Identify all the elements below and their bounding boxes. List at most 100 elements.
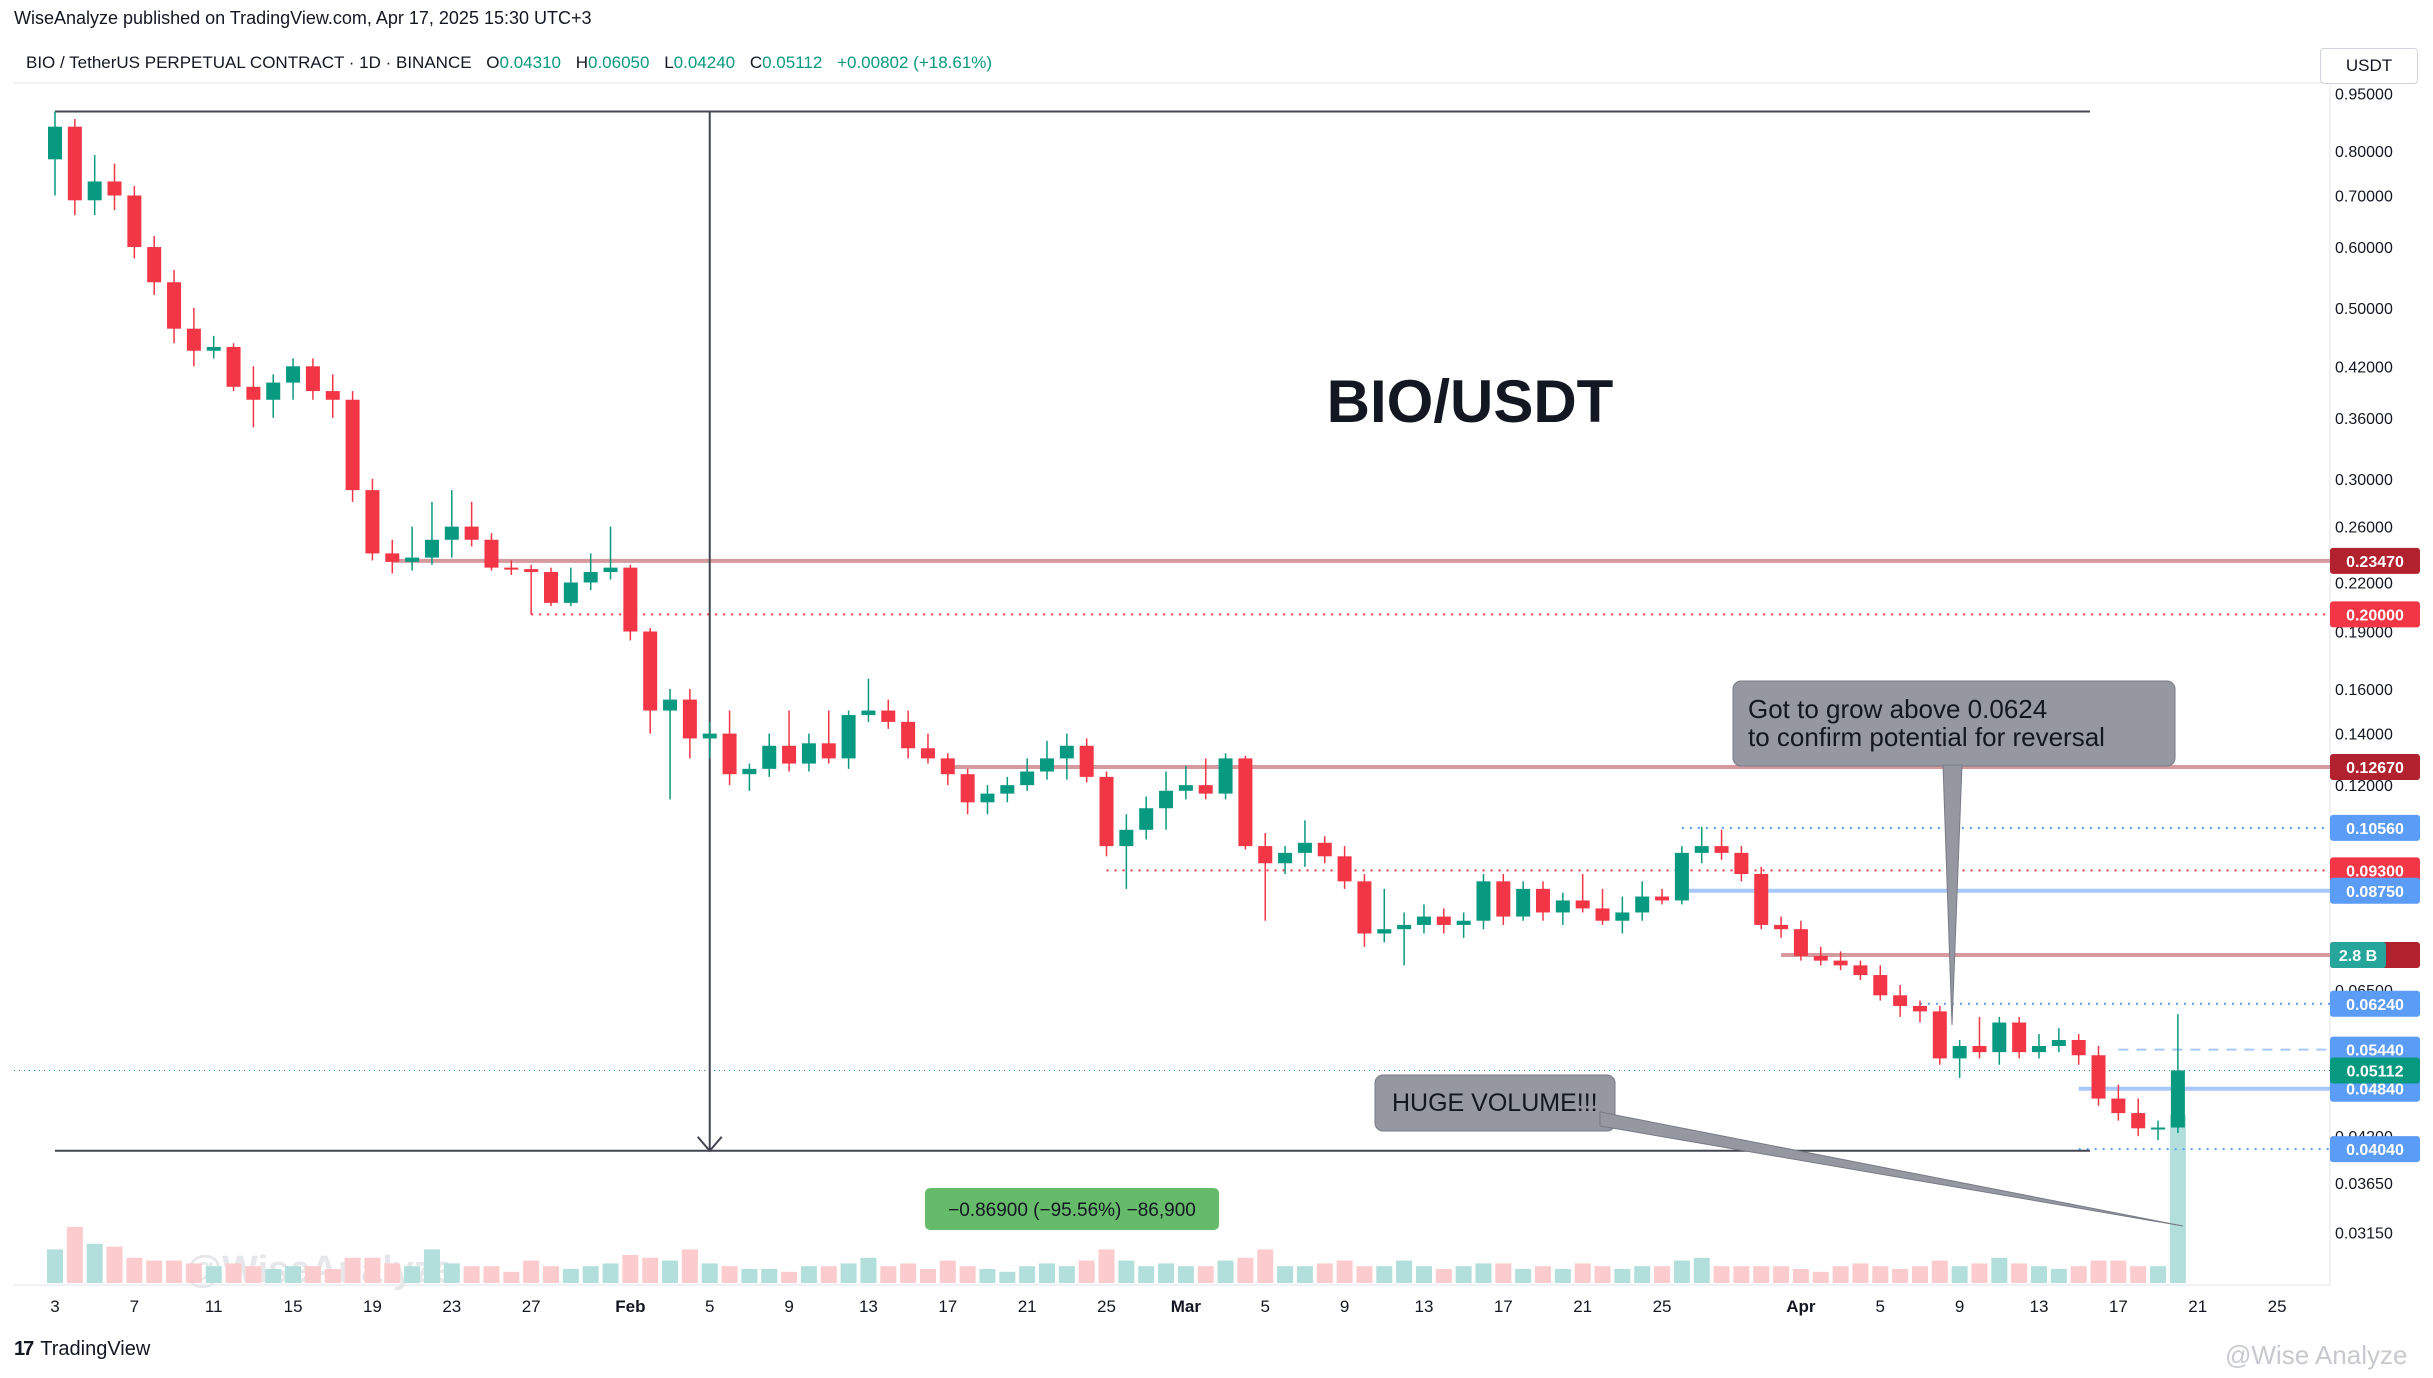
symbol-legend: BIO / TetherUS PERPETUAL CONTRACT · 1D ·…	[26, 53, 992, 73]
volume-bar	[106, 1246, 123, 1283]
volume-bar	[1792, 1269, 1809, 1283]
volume-bar	[602, 1263, 619, 1283]
y-tick-label: 0.03650	[2335, 1176, 2393, 1193]
volume-bar	[642, 1257, 659, 1283]
volume-bar	[2110, 1260, 2127, 1283]
candle-body	[345, 399, 360, 491]
candle-body	[1337, 856, 1352, 882]
x-tick-label: 13	[859, 1297, 878, 1316]
candle-body	[682, 699, 697, 739]
volume-bar	[1495, 1263, 1512, 1283]
volume-bar	[721, 1266, 738, 1283]
candle-body	[583, 572, 598, 583]
candle-body	[1873, 975, 1888, 996]
volume-bar	[840, 1263, 857, 1283]
volume-bar	[146, 1260, 163, 1283]
candle-body	[1536, 888, 1550, 913]
volume-bar	[1455, 1266, 1472, 1283]
candle-body	[980, 793, 995, 803]
y-tick-label: 0.26000	[2335, 520, 2393, 537]
volume-bar	[86, 1243, 103, 1283]
candle-body	[1734, 852, 1749, 874]
x-tick-label: 17	[938, 1297, 957, 1316]
price-level-badge	[2330, 1036, 2420, 1063]
candle-body	[1139, 808, 1154, 830]
volume-bar	[1693, 1257, 1710, 1283]
candle-body	[960, 774, 975, 803]
candle-body	[1912, 1005, 1927, 1012]
candle-body	[1397, 924, 1412, 930]
candle-body	[2111, 1098, 2126, 1114]
volume-bar	[1237, 1257, 1254, 1283]
volume-bar	[939, 1260, 956, 1283]
volume-bar	[1078, 1260, 1095, 1283]
volume-bar	[126, 1257, 143, 1283]
symbol-name[interactable]: BIO / TetherUS PERPETUAL CONTRACT · 1D ·…	[26, 53, 472, 72]
volume-bar	[166, 1260, 183, 1283]
candle-body	[286, 366, 301, 383]
candle-body	[603, 567, 618, 573]
candle-body	[1020, 771, 1035, 786]
volume-bar	[324, 1269, 341, 1283]
candle-body	[563, 582, 578, 603]
volume-bar	[523, 1260, 540, 1283]
x-tick-label: 13	[2030, 1297, 2049, 1316]
volume-value-badge	[2330, 942, 2386, 969]
measure-label: −0.86900 (−95.56%) −86,900	[948, 1200, 1196, 1221]
currency-button[interactable]: USDT	[2320, 48, 2418, 84]
candle-body	[841, 715, 856, 759]
x-tick-label: 17	[2109, 1297, 2128, 1316]
price-level-badge	[2330, 857, 2420, 884]
candle-body	[702, 733, 717, 739]
volume-callout-box[interactable]	[1374, 1074, 1616, 1132]
volume-bar	[1058, 1266, 1075, 1283]
candle-body	[1178, 785, 1193, 791]
candle-body	[1972, 1046, 1987, 1053]
candle-body	[1754, 873, 1769, 925]
volume-bar	[741, 1269, 758, 1283]
volume-bar	[681, 1249, 698, 1283]
candle-body	[2170, 1070, 2185, 1128]
price-level-badge	[2330, 814, 2420, 841]
measure-arrow-head	[696, 1136, 723, 1153]
candle-body	[1456, 920, 1471, 925]
x-tick-label: 9	[784, 1297, 793, 1316]
volume-bar	[2011, 1263, 2028, 1283]
volume-bar	[959, 1266, 976, 1283]
candle-body	[1079, 745, 1094, 777]
volume-bar	[1098, 1249, 1115, 1283]
candle-body	[1476, 881, 1491, 921]
candle-body	[504, 567, 519, 570]
volume-bar	[1277, 1266, 1294, 1283]
candle-body	[305, 366, 320, 392]
volume-bar	[2031, 1266, 2047, 1283]
volume-bar	[1316, 1263, 1333, 1283]
candle-body	[444, 526, 459, 540]
candle-body	[1059, 745, 1074, 759]
chart-title: BIO/USDT	[1327, 368, 1614, 435]
candle-body	[1952, 1046, 1967, 1059]
volume-bar	[919, 1269, 936, 1283]
volume-bar	[1138, 1266, 1155, 1283]
candle-body	[385, 553, 400, 562]
volume-bar	[47, 1249, 63, 1283]
candle-body	[1159, 790, 1174, 809]
y-tick-label: 0.03150	[2335, 1225, 2393, 1242]
volume-bar	[483, 1266, 500, 1283]
volume-bar	[1535, 1266, 1551, 1283]
candle-body	[1575, 900, 1590, 909]
volume-bar	[1911, 1266, 1928, 1283]
candle-body	[1297, 842, 1312, 853]
volume-bar	[781, 1271, 798, 1283]
candle-body	[2091, 1055, 2106, 1099]
volume-bar	[582, 1266, 599, 1283]
volume-bar	[2090, 1260, 2107, 1283]
volume-bar	[1158, 1263, 1175, 1283]
x-tick-label: 21	[1018, 1297, 1037, 1316]
candle-body	[1893, 995, 1908, 1006]
x-tick-label: 9	[1340, 1297, 1349, 1316]
tradingview-logo[interactable]: 17 TradingView	[14, 1338, 150, 1361]
candle-body	[1833, 960, 1848, 966]
volume-bar	[761, 1269, 778, 1283]
